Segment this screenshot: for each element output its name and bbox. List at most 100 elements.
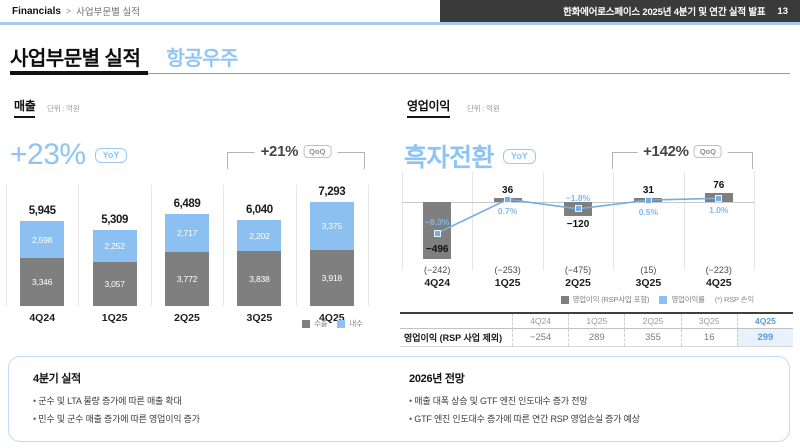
grid-separator xyxy=(402,172,403,270)
x-axis-label: 4Q24 xyxy=(29,312,56,324)
margin-marker-icon xyxy=(715,194,723,202)
legend-label-export: 수출 xyxy=(314,319,328,328)
grid-separator xyxy=(613,172,615,270)
legend-item-domestic: 내수 xyxy=(337,318,363,329)
margin-line-path xyxy=(436,197,719,234)
table-value-2Q25: 355 xyxy=(624,329,680,346)
page-number: 13 xyxy=(777,5,788,17)
profit-bar-value: 36 xyxy=(502,184,514,196)
table-header-4Q24: 4Q24 xyxy=(512,314,569,329)
title-underline-accent xyxy=(10,71,148,75)
revenue-legend: 수출 내수 xyxy=(302,318,363,329)
bar-export-value: 3,057 xyxy=(104,279,125,290)
note-left-bullet-2: 민수 및 군수 매출 증가에 따른 영업이익 증가 xyxy=(33,411,200,429)
profit-bar-value: −496 xyxy=(425,244,449,255)
x-axis-label: 1Q25 xyxy=(494,277,521,289)
profit-qoq-bracket: +142% QoQ xyxy=(612,143,753,169)
x-axis-label: 3Q25 xyxy=(246,312,273,324)
bar-export xyxy=(20,258,65,306)
note-quarter-results: 4분기 실적 군수 및 LTA 물량 증가에 따른 매출 확대 민수 및 군수 … xyxy=(33,370,200,428)
margin-marker-icon xyxy=(574,205,582,213)
table-row-label: 영업이익 (RSP 사업 제외) xyxy=(404,333,503,343)
profit-section-title: 영업이익 xyxy=(407,97,450,118)
profit-qoq-label: +142% QoQ xyxy=(637,143,728,160)
revenue-section-title: 매출 xyxy=(14,97,36,118)
bar-domestic xyxy=(165,213,209,253)
table-header-2Q25: 2Q25 xyxy=(624,314,681,329)
notes-box: 4분기 실적 군수 및 LTA 물량 증가에 따른 매출 확대 민수 및 군수 … xyxy=(8,356,790,442)
revenue-qoq-badge: QoQ xyxy=(303,145,332,158)
margin-pct-label: 1.0% xyxy=(709,205,729,216)
operating-profit-table: 4Q24 1Q25 2Q25 3Q25 4Q25 영업이익 (RSP 사업 제외) −254… xyxy=(400,312,793,347)
note-right-title: 2026년 전망 xyxy=(409,373,465,385)
profit-qoq-badge: QoQ xyxy=(693,145,722,158)
profit-yoy-headline: 흑자전환 YoY xyxy=(404,141,536,172)
legend-item-op: 영업이익 (RSP사업 포함) xyxy=(560,294,650,305)
bar-export-value: 3,918 xyxy=(321,273,342,284)
sub-value-label: (−242) xyxy=(424,265,451,275)
grid-separator xyxy=(6,185,7,306)
legend-item-margin: 영업이익률 xyxy=(659,294,705,305)
bar-total-value: 5,945 xyxy=(28,205,56,218)
profit-bar-value: 76 xyxy=(713,180,725,192)
bar-export xyxy=(309,250,354,306)
breadcrumb-separator-icon: > xyxy=(65,6,72,16)
page-title-segment: 항공우주 xyxy=(166,48,238,70)
note-right-bullet-1: 매출 대폭 상승 및 GTF 엔진 인도대수 증가 전망 xyxy=(409,393,640,411)
sub-value-label: (−223) xyxy=(705,265,732,275)
legend-label-op: 영업이익 (RSP사업 포함) xyxy=(572,295,650,304)
table-header-3Q25: 3Q25 xyxy=(680,314,737,329)
bar-export xyxy=(92,262,137,306)
top-bar: Financials > 사업부문별 실적 한화에어로스페이스 2025년 4분… xyxy=(0,0,800,22)
x-axis-label: 4Q24 xyxy=(424,277,451,289)
bar-total-value: 7,293 xyxy=(318,186,346,198)
profit-unit-label: 단위 : 억원 xyxy=(467,104,500,113)
revenue-yoy-badge: YoY xyxy=(94,147,128,163)
profit-legend: 영업이익 (RSP사업 포함) 영업이익률 (*) RSP 손익 xyxy=(560,294,754,305)
note-2026-outlook: 2026년 전망 매출 대폭 상승 및 GTF 엔진 인도대수 증가 전망 GT… xyxy=(409,370,640,428)
profit-bar-value: −120 xyxy=(566,218,590,230)
margin-pct-label: −8.3% xyxy=(425,217,450,228)
bar-export-value: 3,346 xyxy=(32,277,53,288)
revenue-qoq-bracket: +21% QoQ xyxy=(227,143,365,169)
table-value-3Q25: 16 xyxy=(680,329,737,346)
op-swatch-icon xyxy=(560,295,569,304)
bar-domestic xyxy=(237,219,282,252)
note-left-title: 4분기 실적 xyxy=(33,373,81,385)
profit-qoq-value: +142% xyxy=(643,143,689,160)
breadcrumb: Financials > 사업부문별 실적 xyxy=(12,4,140,19)
deck-title-bar: 한화에어로스페이스 2025년 4분기 및 연간 실적 발표 13 xyxy=(440,0,800,22)
sub-value-label: (15) xyxy=(640,265,657,275)
revenue-qoq-value: +21% xyxy=(260,143,299,160)
margin-marker-icon xyxy=(433,229,441,237)
grid-separator xyxy=(150,185,152,306)
bar-domestic xyxy=(309,202,354,251)
profit-yoy-badge: YoY xyxy=(503,148,536,164)
breadcrumb-root: Financials xyxy=(12,5,61,17)
margin-marker-icon xyxy=(644,196,652,204)
table-header-1Q25: 1Q25 xyxy=(568,314,625,329)
bar-domestic-value: 2,252 xyxy=(104,241,125,252)
bar-domestic xyxy=(92,230,137,263)
revenue-yoy-headline: +23% YoY xyxy=(10,138,128,172)
bar-domestic-value: 2,202 xyxy=(249,230,270,241)
bar-export xyxy=(165,252,209,306)
bar-total-value: 5,309 xyxy=(101,214,128,227)
x-axis-label: 3Q25 xyxy=(635,277,662,289)
x-axis-label: 4Q25 xyxy=(705,277,732,289)
note-left-bullet-1: 군수 및 LTA 물량 증가에 따른 매출 확대 xyxy=(33,393,200,411)
bar-domestic-value: 2,717 xyxy=(176,227,198,238)
margin-pct-label: −1.8% xyxy=(565,192,591,203)
grid-separator xyxy=(754,172,755,270)
profit-chart: −496 (−242) 4Q24 36 (−253) 1Q25 −120 (−475) 2Q25… xyxy=(402,172,755,289)
grid-separator xyxy=(368,185,369,306)
note-right-bullet-2: GTF 엔진 인도대수 증가에 따른 연간 RSP 영업손실 증가 예상 xyxy=(409,411,640,429)
bar-export xyxy=(237,251,282,306)
legend-label-margin: 영업이익률 xyxy=(671,295,705,304)
revenue-yoy-value: +23% xyxy=(10,138,86,171)
sub-value-label: (−253) xyxy=(494,265,521,275)
sub-value-label: (−475) xyxy=(564,265,592,275)
export-swatch-icon xyxy=(302,319,310,328)
margin-marker-icon xyxy=(504,195,512,203)
